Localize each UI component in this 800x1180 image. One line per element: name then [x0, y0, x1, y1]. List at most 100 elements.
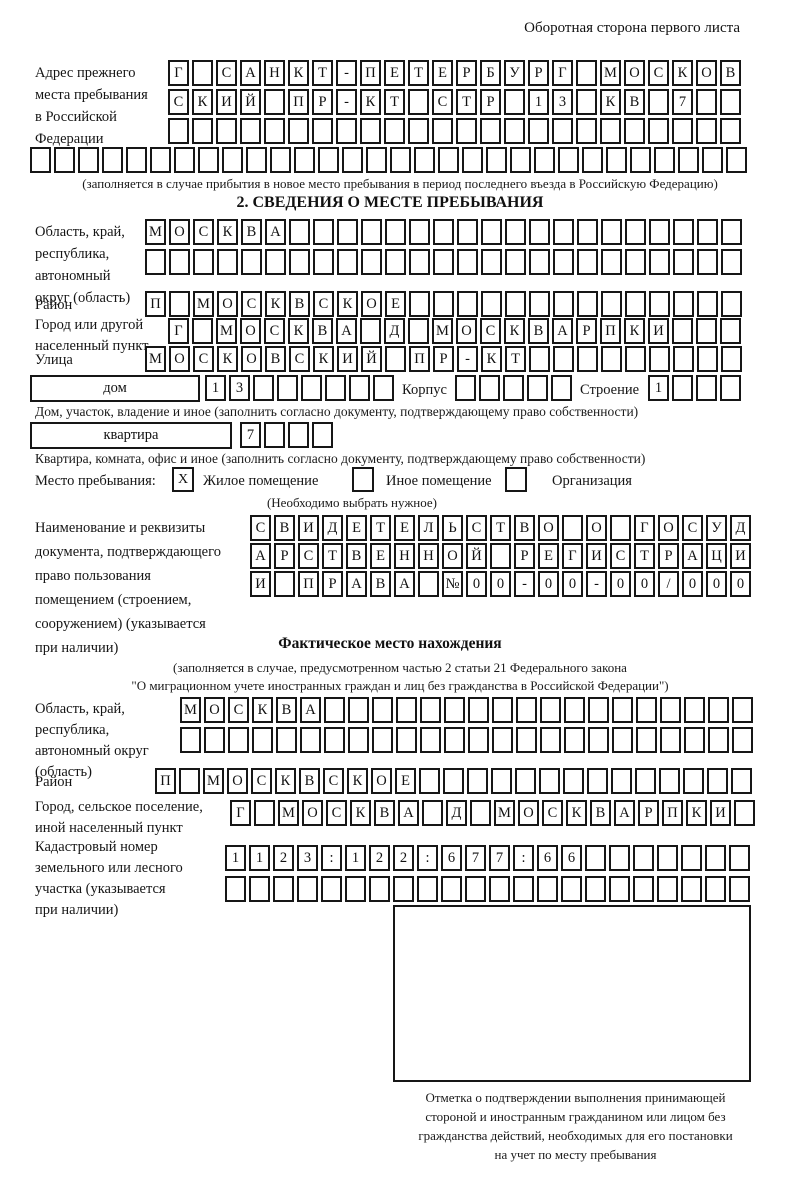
- char-cell: [582, 147, 603, 173]
- char-cell: 2: [369, 845, 390, 871]
- char-cell: [265, 249, 286, 275]
- char-cell: [529, 249, 550, 275]
- char-cell: [696, 89, 717, 115]
- stay-type-hint: (Необходимо выбрать нужное): [266, 495, 438, 510]
- char-cell: С: [648, 60, 669, 86]
- char-cell: Р: [528, 60, 549, 86]
- char-cell: [480, 118, 501, 144]
- char-cell: [174, 147, 195, 173]
- char-cell: Ь: [442, 515, 463, 541]
- char-cell: [609, 845, 630, 871]
- char-cell: [564, 727, 585, 753]
- char-cell: С: [289, 346, 310, 372]
- char-cell: [324, 727, 345, 753]
- char-cell: С: [326, 800, 347, 826]
- char-cell: [274, 571, 295, 597]
- char-cell: 0: [706, 571, 727, 597]
- char-cell: К: [600, 89, 621, 115]
- actual-location-note-1: (заполняется в случае, предусмотренном ч…: [173, 660, 627, 675]
- char-cell: [612, 697, 633, 723]
- actual-location-header: Фактическое место нахождения: [278, 635, 502, 652]
- char-cell: [288, 118, 309, 144]
- char-cell: [697, 346, 718, 372]
- char-cell: [193, 249, 214, 275]
- char-cell: [516, 697, 537, 723]
- char-cell: М: [432, 318, 453, 344]
- char-cell: [228, 727, 249, 753]
- char-cell: [659, 768, 680, 794]
- char-cell: [54, 147, 75, 173]
- char-cell: О: [240, 318, 261, 344]
- char-cell: [254, 800, 275, 826]
- char-cell: Р: [274, 543, 295, 569]
- char-cell: Т: [634, 543, 655, 569]
- char-cell: 6: [561, 845, 582, 871]
- char-cell: [420, 727, 441, 753]
- char-cell: [408, 318, 429, 344]
- char-cell: [721, 291, 742, 317]
- char-cell: [649, 291, 670, 317]
- char-cell: -: [514, 571, 535, 597]
- char-cell: Е: [394, 515, 415, 541]
- char-cell: О: [361, 291, 382, 317]
- char-cell: И: [250, 571, 271, 597]
- char-cell: К: [288, 60, 309, 86]
- char-cell: [419, 768, 440, 794]
- char-cell: [720, 118, 741, 144]
- char-cell: [720, 318, 741, 344]
- char-cell: [179, 768, 200, 794]
- char-cell: [729, 845, 750, 871]
- char-cell: [264, 118, 285, 144]
- char-cell: К: [566, 800, 587, 826]
- char-cell: [731, 768, 752, 794]
- char-cell: [588, 697, 609, 723]
- page-title: Оборотная сторона первого листа: [524, 20, 740, 36]
- char-cell: [588, 727, 609, 753]
- char-cell: О: [169, 346, 190, 372]
- char-cell: [577, 346, 598, 372]
- region-label: Область, край, республика, автономный ок…: [35, 224, 131, 306]
- char-cell: [324, 697, 345, 723]
- char-cell: [337, 249, 358, 275]
- house-box: дом: [30, 375, 200, 402]
- char-cell: [312, 118, 333, 144]
- char-cell: О: [518, 800, 539, 826]
- char-cell: [576, 60, 597, 86]
- char-cell: М: [203, 768, 224, 794]
- char-cell: [348, 697, 369, 723]
- char-cell: [433, 249, 454, 275]
- char-cell: [534, 147, 555, 173]
- char-cell: [222, 147, 243, 173]
- char-cell: П: [360, 60, 381, 86]
- char-cell: 2: [273, 845, 294, 871]
- char-cell: 0: [610, 571, 631, 597]
- char-cell: [241, 249, 262, 275]
- char-cell: [277, 375, 298, 401]
- char-cell: [705, 876, 726, 902]
- char-cell: [601, 291, 622, 317]
- char-cell: [606, 147, 627, 173]
- char-cell: [457, 291, 478, 317]
- char-cell: И: [648, 318, 669, 344]
- char-cell: [515, 768, 536, 794]
- char-cell: Т: [408, 60, 429, 86]
- char-cell: Т: [384, 89, 405, 115]
- char-cell: [732, 727, 753, 753]
- char-cell: К: [504, 318, 525, 344]
- char-cell: [455, 375, 476, 401]
- char-cell: [418, 571, 439, 597]
- char-cell: М: [600, 60, 621, 86]
- char-cell: [289, 249, 310, 275]
- char-cell: -: [336, 60, 357, 86]
- char-cell: [721, 219, 742, 245]
- char-cell: [625, 219, 646, 245]
- char-cell: П: [600, 318, 621, 344]
- char-cell: П: [298, 571, 319, 597]
- char-cell: [385, 219, 406, 245]
- char-cell: [264, 89, 285, 115]
- char-cell: В: [299, 768, 320, 794]
- char-cell: [697, 219, 718, 245]
- char-cell: [705, 845, 726, 871]
